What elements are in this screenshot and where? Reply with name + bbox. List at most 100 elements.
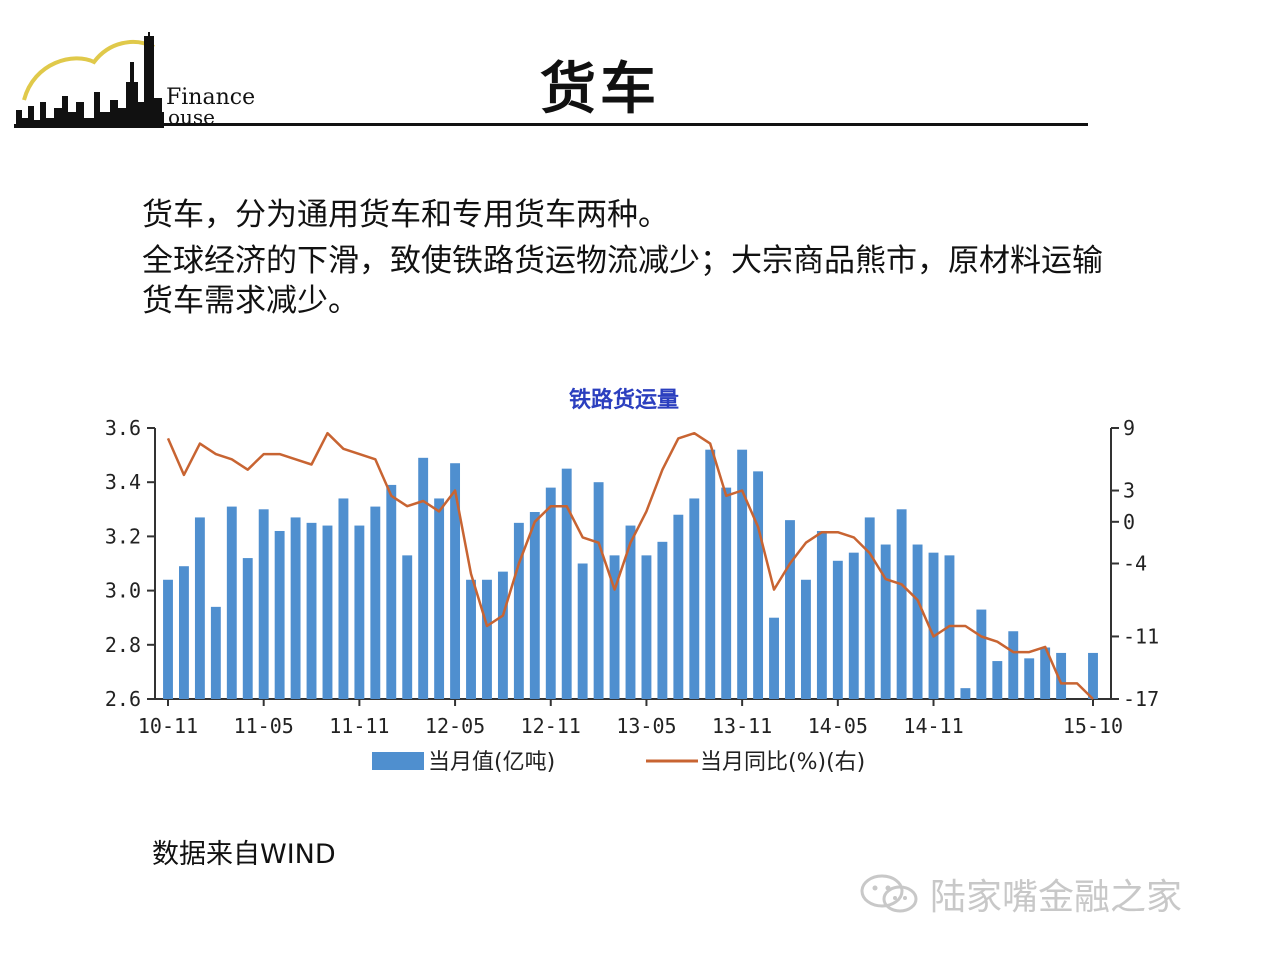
left-tick-label: 3.0 [105,579,141,603]
bar [641,555,652,699]
bar [673,514,684,699]
bar [450,463,461,699]
bar [577,563,588,699]
paragraph-economy-decline: 全球经济的下滑，致使铁路货运物流减少；大宗商品熊市，原材料运输货车需求减少。 [142,243,1103,319]
right-tick-label: -11 [1123,624,1159,648]
bar [705,449,716,699]
bar [561,468,572,699]
bar [816,530,827,699]
bar [338,498,349,699]
bar [482,579,492,699]
bar [769,617,779,699]
bar [163,579,173,699]
wechat-icon [860,874,918,913]
bar [785,520,795,699]
bar [354,525,365,699]
x-tick-label: 10-11 [138,714,198,738]
bar [258,509,269,699]
legend-swatch-bar [372,752,424,770]
x-tick-label: 14-11 [903,714,963,738]
bar [274,530,285,699]
data-source-note: 数据来自WIND [152,839,336,870]
railway-freight-chart: 铁路货运量 3.6 3.4 3.2 3.0 2.8 2.6 9 3 0 -4 -11 -17 10-11… [105,387,1159,775]
right-tick-label: -17 [1123,687,1159,711]
bar [928,552,939,699]
bar [402,555,413,699]
bar [976,609,987,699]
bar [370,506,381,699]
bar [625,525,636,699]
bar [179,566,189,699]
x-tick-label: 15-10 [1063,714,1123,738]
bar [1040,647,1051,699]
bar [1088,652,1098,699]
left-tick-label: 3.4 [105,470,141,494]
bar [1008,631,1019,699]
left-tick-label: 2.6 [105,687,141,711]
x-tick-label: 11-11 [329,714,389,738]
tick-labels: 3.6 3.4 3.2 3.0 2.8 2.6 9 3 0 -4 -11 -17 10-11 11-05 1… [105,416,1159,738]
right-tick-label: 9 [1123,416,1135,440]
bar [657,541,668,699]
bar [529,512,540,699]
bar [1056,652,1067,699]
x-tick-label: 11-05 [234,714,294,738]
bar [418,457,429,699]
watermark-text: 陆家嘴金融之家 [930,877,1183,918]
legend-label-bar: 当月值(亿吨) [428,750,555,775]
bar [513,522,524,699]
bar [960,688,971,699]
logo-text-finance: Finance [166,85,256,110]
bar [689,498,700,699]
bar [545,487,556,699]
x-tick-label: 14-05 [808,714,868,738]
x-tick-label: 12-11 [521,714,581,738]
lujiazui-skyline-logo [14,32,164,128]
bar [896,509,907,699]
bar [753,471,764,699]
bar [306,522,317,699]
chart-title: 铁路货运量 [569,387,679,413]
watermark: 陆家嘴金融之家 [858,868,1182,920]
bar [386,484,397,699]
bar [194,517,205,699]
bar [593,482,604,699]
right-tick-label: 0 [1123,510,1135,534]
bar [290,517,301,699]
bar [609,555,620,699]
bar [721,487,732,699]
bar [864,517,875,699]
bar [912,544,923,699]
left-tick-label: 2.8 [105,633,141,657]
bar [434,498,445,699]
bar [800,579,811,699]
bar [466,579,476,699]
right-tick-label: -4 [1123,552,1147,576]
right-tick-label: 3 [1123,479,1135,503]
bar [848,552,859,699]
paragraph-freight-types: 货车，分为通用货车和专用货车两种。 [142,197,669,233]
line-series [166,431,1094,700]
logo-text-house: ouse [168,105,216,129]
bar [832,560,843,699]
x-tick-label: 13-11 [712,714,772,738]
slide-title: 货车 [540,57,660,122]
left-tick-label: 3.2 [105,524,141,548]
bar [737,449,748,699]
bar [1024,658,1035,699]
bar [242,558,253,699]
title-divider [16,123,1088,126]
bar [992,661,1003,699]
bar [880,544,891,699]
left-tick-label: 3.6 [105,416,141,440]
chart-legend: 当月值(亿吨) 当月同比(%)(右) [372,750,865,775]
bar-series [163,449,1098,699]
legend-label-line: 当月同比(%)(右) [700,750,865,775]
bar [322,525,333,699]
bar [226,506,237,699]
bar [497,571,508,699]
yoy-line [166,431,1094,700]
x-tick-label: 13-05 [616,714,676,738]
bar [210,606,221,699]
x-tick-label: 12-05 [425,714,485,738]
